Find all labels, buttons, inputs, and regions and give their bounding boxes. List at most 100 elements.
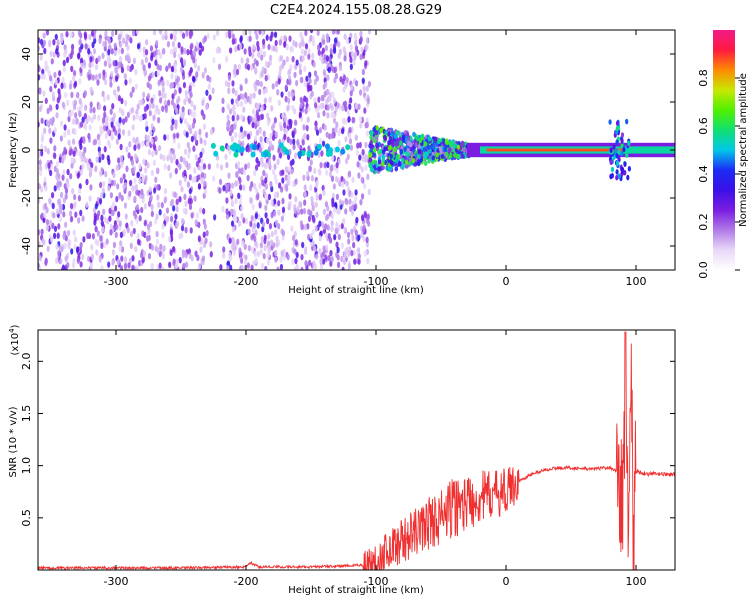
spectrogram-cell	[194, 154, 198, 161]
spectrogram-cell	[125, 146, 129, 153]
spectrogram-cell	[146, 223, 151, 230]
spectrogram-cell	[163, 187, 168, 195]
spectrogram-cell	[249, 220, 253, 228]
spectrogram-cell	[271, 83, 275, 90]
spectrogram-y-label: Frequency (Hz)	[8, 112, 19, 188]
spectrogram-cell	[56, 232, 60, 239]
spectrogram-cell	[56, 97, 60, 104]
spectrogram-cell	[70, 248, 74, 255]
spectrogram-cell	[340, 181, 345, 188]
spectrogram-cell	[51, 202, 55, 210]
spectrogram-cell	[225, 31, 229, 39]
spectrogram-cell	[172, 205, 176, 212]
spectrogram-cell	[114, 223, 119, 231]
spectrogram-cell	[266, 112, 270, 119]
spectrogram-cell	[54, 257, 59, 264]
spectrogram-cell	[162, 154, 166, 162]
spectrogram-cell	[120, 66, 125, 74]
spectrogram-cell	[38, 159, 42, 166]
spectrogram-cell	[84, 104, 88, 111]
spectrogram-cell	[369, 134, 374, 140]
spectrogram-cell	[237, 138, 241, 146]
spectrogram-cell	[277, 223, 281, 230]
spectrogram-cell	[294, 119, 298, 126]
snr-data-point	[311, 566, 312, 567]
spectrogram-cell	[327, 66, 331, 74]
spectrogram-cell	[270, 105, 274, 112]
spectrogram-cell	[360, 193, 365, 200]
spectrogram-cell	[175, 262, 179, 269]
spectrogram-cell	[262, 188, 266, 195]
spectrogram-cell	[395, 154, 400, 160]
spectrogram-cell	[140, 206, 144, 214]
spectrogram-cell	[94, 63, 99, 71]
spectrogram-cell	[89, 101, 93, 108]
spectrogram-cell	[241, 132, 245, 140]
x-tick-label: -100	[364, 275, 389, 288]
spectrogram-cell	[202, 218, 206, 225]
spectrogram-cell	[72, 229, 76, 236]
spectrogram-cell	[264, 177, 268, 184]
spectrogram-cell	[230, 135, 234, 143]
spectrogram-cell	[433, 137, 438, 143]
spectrogram-cell	[428, 144, 433, 150]
spectrogram-cell	[103, 60, 108, 67]
spectrogram-cell	[166, 154, 170, 162]
spectrogram-plot-area	[38, 30, 675, 270]
spectrogram-cell	[364, 60, 368, 67]
snr-data-point	[480, 496, 481, 497]
spectrogram-cell	[229, 125, 233, 132]
spectrogram-cell	[337, 129, 341, 137]
spectrogram-cell	[279, 263, 284, 270]
spectrogram-cell	[353, 53, 357, 61]
spectrogram-cell	[146, 162, 150, 169]
spectrogram-cell	[172, 102, 177, 110]
y-tick-label: 0.5	[20, 509, 33, 527]
spectrogram-cell	[332, 112, 336, 120]
spectrogram-cell	[327, 133, 332, 140]
spectrogram-cell	[117, 211, 121, 218]
spectrogram-cell	[158, 64, 163, 72]
spectrogram-cell	[237, 220, 242, 227]
spectrogram-cell	[114, 129, 118, 136]
spectrogram-cell	[116, 85, 120, 93]
spectrogram-cell	[129, 242, 133, 250]
spectrogram-cell	[66, 99, 70, 107]
spectrogram-cell	[283, 34, 287, 42]
spectrogram-cell	[361, 214, 365, 222]
spectrogram-cell	[254, 30, 258, 35]
spectrogram-cell	[154, 59, 158, 66]
spectrogram-cell	[161, 266, 165, 270]
spectrogram-cell	[347, 116, 351, 123]
spectrogram-cell	[183, 47, 187, 55]
snr-data-point	[649, 474, 650, 475]
spectrogram-cell	[97, 55, 101, 62]
spectrogram-cell	[321, 258, 326, 265]
spectrogram-cell	[190, 255, 194, 262]
spectrogram-cell	[203, 67, 207, 74]
spectrogram-cell	[176, 132, 180, 139]
spectrogram-cell	[183, 148, 188, 156]
spectrogram-cell	[321, 140, 326, 147]
spectrogram-cell	[154, 218, 158, 225]
spectrogram-cell	[289, 160, 293, 167]
spectrogram-cell	[327, 254, 331, 262]
spectrogram-cell	[283, 121, 287, 129]
spectrogram-cell	[93, 30, 97, 35]
spectrogram-cell	[293, 71, 297, 79]
spectrogram-cell	[171, 148, 175, 155]
y-tick-label: 0	[20, 147, 33, 154]
spectrogram-cell	[119, 231, 123, 239]
spectrogram-cell	[138, 99, 142, 107]
spectrogram-cell	[119, 265, 124, 270]
spectrogram-cell	[252, 92, 256, 99]
spectrogram-cell	[114, 75, 119, 82]
spectrogram-cell	[319, 161, 323, 169]
spectrogram-cell	[307, 84, 311, 92]
spectrogram-cell	[212, 57, 216, 64]
spectrogram-cell	[156, 184, 160, 191]
spectrogram-cell	[143, 105, 148, 113]
spectrogram-cell	[175, 158, 179, 166]
spectrogram-cell	[158, 90, 162, 97]
spectrogram-cell	[169, 200, 174, 207]
